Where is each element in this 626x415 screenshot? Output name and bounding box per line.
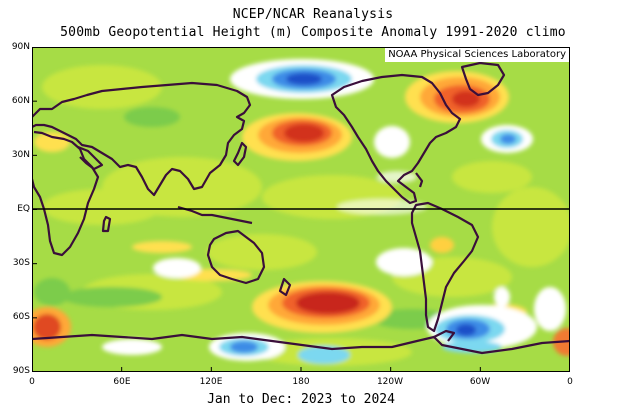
lat-label-30s: 30S (12, 258, 30, 268)
coastlines (32, 61, 570, 355)
lat-label-eq: EQ (17, 204, 30, 214)
anomaly-map-svg (32, 47, 570, 372)
lat-label-60n: 60N (11, 96, 30, 106)
credit-label: NOAA Physical Sciences Laboratory (385, 48, 569, 62)
lon-label-0: 0 (29, 377, 35, 387)
anomaly-map: NOAA Physical Sciences Laboratory (32, 47, 570, 372)
map-subtitle: 500mb Geopotential Height (m) Composite … (60, 25, 566, 40)
lat-label-60s: 60S (12, 312, 30, 322)
lon-label-60w: 60W (469, 377, 491, 387)
lon-label-120w: 120W (376, 377, 404, 387)
lon-label-60e: 60E (113, 377, 131, 387)
anomaly-shading (32, 59, 570, 366)
map-title: NCEP/NCAR Reanalysis (232, 7, 394, 22)
lat-label-90s: 90S (12, 366, 30, 376)
lat-label-30n: 30N (11, 150, 30, 160)
date-range: Jan to Dec: 2023 to 2024 (207, 392, 395, 407)
lat-label-90n: 90N (11, 42, 30, 52)
lon-label-180: 180 (292, 377, 310, 387)
axis-ticks (32, 47, 570, 372)
lon-label-0-right: 0 (567, 377, 573, 387)
lon-label-120e: 120E (199, 377, 223, 387)
